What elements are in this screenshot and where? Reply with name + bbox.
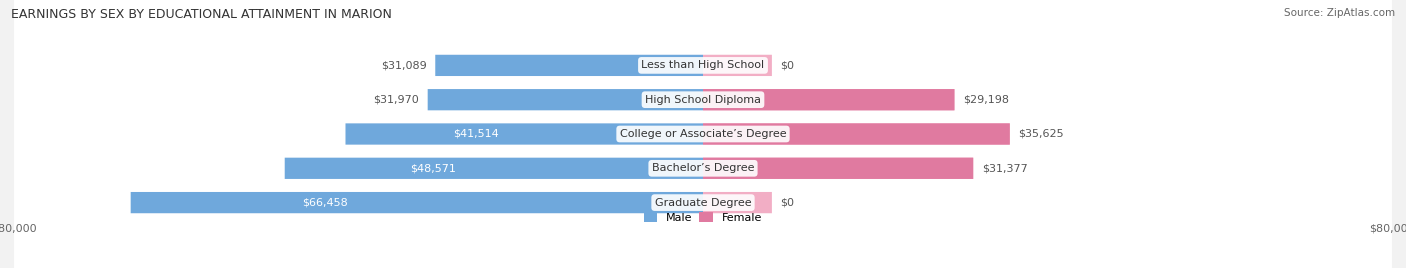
FancyBboxPatch shape	[14, 0, 1392, 268]
FancyBboxPatch shape	[131, 192, 703, 213]
Text: Source: ZipAtlas.com: Source: ZipAtlas.com	[1284, 8, 1395, 18]
Text: $41,514: $41,514	[453, 129, 499, 139]
FancyBboxPatch shape	[703, 123, 1010, 145]
FancyBboxPatch shape	[14, 0, 1392, 268]
Legend: Male, Female: Male, Female	[644, 212, 762, 223]
FancyBboxPatch shape	[436, 55, 703, 76]
FancyBboxPatch shape	[285, 158, 703, 179]
FancyBboxPatch shape	[427, 89, 703, 110]
Text: $0: $0	[780, 60, 794, 70]
Text: EARNINGS BY SEX BY EDUCATIONAL ATTAINMENT IN MARION: EARNINGS BY SEX BY EDUCATIONAL ATTAINMEN…	[11, 8, 392, 21]
Text: $0: $0	[780, 198, 794, 208]
Text: Less than High School: Less than High School	[641, 60, 765, 70]
FancyBboxPatch shape	[703, 123, 1010, 145]
Text: $48,571: $48,571	[411, 163, 456, 173]
Text: High School Diploma: High School Diploma	[645, 95, 761, 105]
Text: $35,625: $35,625	[1018, 129, 1064, 139]
Text: $31,970: $31,970	[374, 95, 419, 105]
FancyBboxPatch shape	[14, 0, 1392, 268]
Text: $29,198: $29,198	[963, 95, 1010, 105]
FancyBboxPatch shape	[703, 158, 973, 179]
Text: Bachelor’s Degree: Bachelor’s Degree	[652, 163, 754, 173]
FancyBboxPatch shape	[703, 55, 772, 76]
FancyBboxPatch shape	[14, 0, 1392, 268]
FancyBboxPatch shape	[346, 123, 703, 145]
Text: College or Associate’s Degree: College or Associate’s Degree	[620, 129, 786, 139]
FancyBboxPatch shape	[703, 158, 973, 179]
Text: $66,458: $66,458	[302, 198, 349, 208]
FancyBboxPatch shape	[703, 89, 955, 110]
FancyBboxPatch shape	[14, 0, 1392, 268]
FancyBboxPatch shape	[703, 89, 955, 110]
FancyBboxPatch shape	[703, 192, 772, 213]
Text: $31,089: $31,089	[381, 60, 426, 70]
Text: $31,377: $31,377	[981, 163, 1028, 173]
Text: Graduate Degree: Graduate Degree	[655, 198, 751, 208]
